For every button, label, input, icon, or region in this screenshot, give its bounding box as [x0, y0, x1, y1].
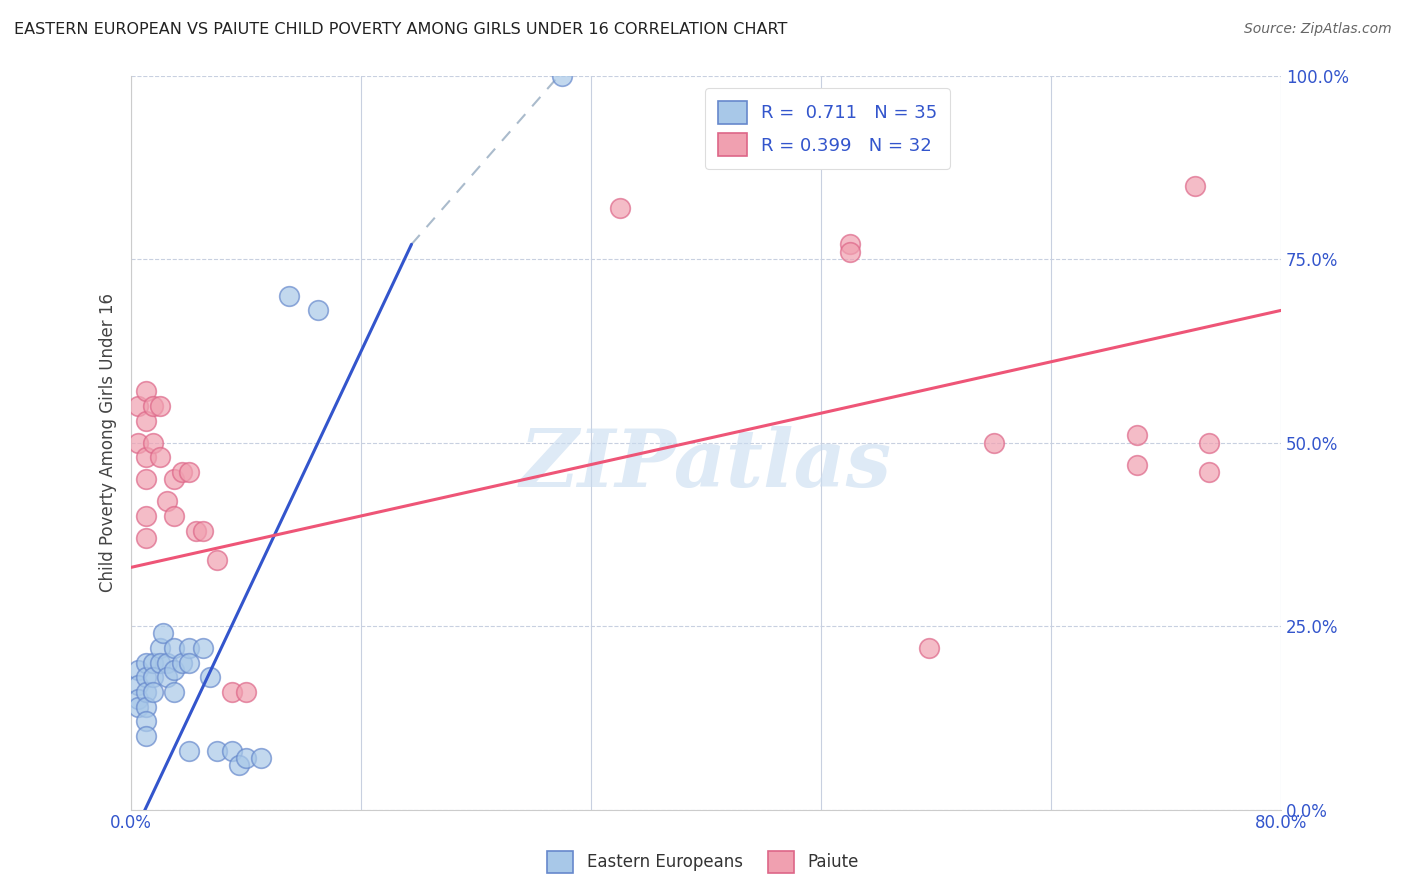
- Point: [235, 751, 257, 765]
- Point: [177, 465, 200, 479]
- Point: [142, 399, 165, 413]
- Point: [142, 435, 165, 450]
- Point: [200, 670, 222, 684]
- Point: [142, 670, 165, 684]
- Point: [149, 656, 172, 670]
- Point: [156, 494, 179, 508]
- Point: [127, 663, 149, 677]
- Point: [135, 656, 157, 670]
- Point: [609, 201, 631, 215]
- Point: [163, 641, 186, 656]
- Text: Source: ZipAtlas.com: Source: ZipAtlas.com: [1244, 22, 1392, 37]
- Point: [191, 641, 214, 656]
- Point: [163, 508, 186, 523]
- Point: [228, 758, 250, 772]
- Point: [177, 641, 200, 656]
- Point: [142, 656, 165, 670]
- Point: [278, 289, 301, 303]
- Point: [1126, 458, 1149, 472]
- Point: [127, 435, 149, 450]
- Point: [1184, 178, 1206, 193]
- Point: [207, 744, 229, 758]
- Point: [156, 670, 179, 684]
- Point: [1126, 428, 1149, 442]
- Point: [235, 685, 257, 699]
- Point: [149, 399, 172, 413]
- Point: [307, 303, 329, 318]
- Point: [135, 685, 157, 699]
- Point: [152, 626, 174, 640]
- Point: [135, 699, 157, 714]
- Legend: Eastern Europeans, Paiute: Eastern Europeans, Paiute: [540, 845, 866, 880]
- Point: [127, 692, 149, 706]
- Point: [135, 472, 157, 486]
- Point: [127, 399, 149, 413]
- Point: [1198, 435, 1220, 450]
- Point: [127, 699, 149, 714]
- Point: [177, 744, 200, 758]
- Text: ZIPatlas: ZIPatlas: [520, 425, 893, 503]
- Point: [135, 384, 157, 399]
- Point: [163, 472, 186, 486]
- Y-axis label: Child Poverty Among Girls Under 16: Child Poverty Among Girls Under 16: [100, 293, 117, 592]
- Point: [983, 435, 1005, 450]
- Point: [918, 641, 941, 656]
- Legend: R =  0.711   N = 35, R = 0.399   N = 32: R = 0.711 N = 35, R = 0.399 N = 32: [706, 88, 950, 169]
- Point: [221, 685, 243, 699]
- Point: [149, 641, 172, 656]
- Point: [1198, 465, 1220, 479]
- Point: [170, 656, 193, 670]
- Point: [135, 450, 157, 465]
- Point: [135, 729, 157, 743]
- Point: [163, 685, 186, 699]
- Point: [191, 524, 214, 538]
- Point: [135, 508, 157, 523]
- Point: [135, 714, 157, 729]
- Point: [249, 751, 271, 765]
- Text: EASTERN EUROPEAN VS PAIUTE CHILD POVERTY AMONG GIRLS UNDER 16 CORRELATION CHART: EASTERN EUROPEAN VS PAIUTE CHILD POVERTY…: [14, 22, 787, 37]
- Point: [838, 244, 860, 259]
- Point: [177, 656, 200, 670]
- Point: [184, 524, 207, 538]
- Point: [156, 656, 179, 670]
- Point: [163, 663, 186, 677]
- Point: [551, 69, 574, 83]
- Point: [135, 413, 157, 427]
- Point: [127, 678, 149, 692]
- Point: [135, 531, 157, 545]
- Point: [135, 670, 157, 684]
- Point: [207, 553, 229, 567]
- Point: [221, 744, 243, 758]
- Point: [142, 685, 165, 699]
- Point: [170, 465, 193, 479]
- Point: [149, 450, 172, 465]
- Point: [838, 237, 860, 252]
